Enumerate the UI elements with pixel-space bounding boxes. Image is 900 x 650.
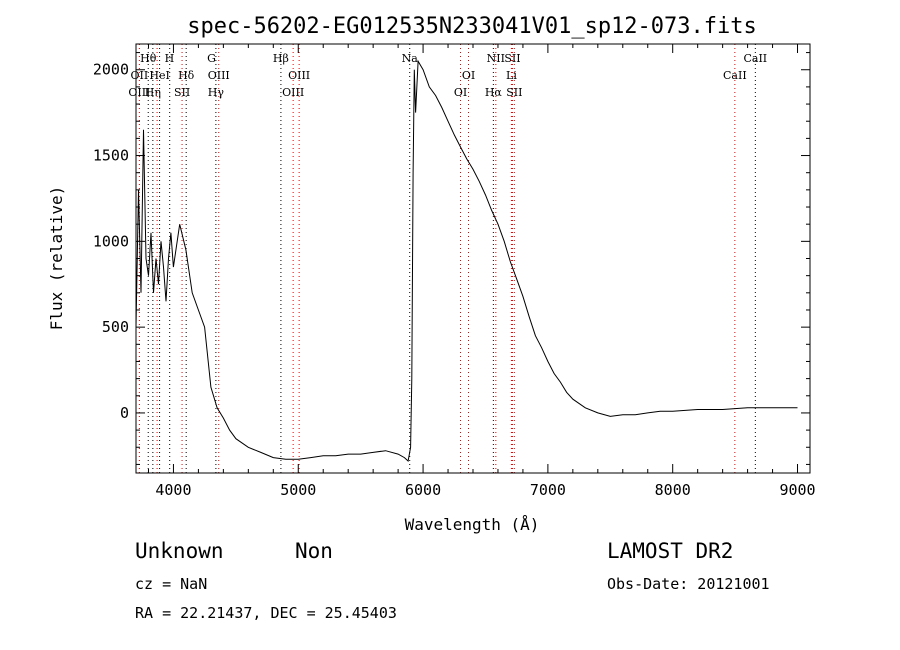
x-tick-label: 5000 bbox=[280, 481, 316, 499]
coordinates-label: RA = 22.21437, DEC = 25.45403 bbox=[135, 604, 397, 622]
line-id-label: OI bbox=[462, 69, 475, 82]
x-tick-label: 7000 bbox=[530, 481, 566, 499]
line-id-label: Hα bbox=[485, 86, 503, 99]
x-tick-label: 9000 bbox=[779, 481, 815, 499]
line-id-label: Hη bbox=[145, 86, 161, 99]
line-id-label: HeI bbox=[149, 69, 169, 82]
y-tick-label: 500 bbox=[102, 318, 129, 336]
line-id-label: SII bbox=[504, 52, 520, 65]
plot-frame bbox=[135, 43, 811, 474]
x-tick-label: 6000 bbox=[405, 481, 441, 499]
chart-title: spec-56202-EG012535N233041V01_sp12-073.f… bbox=[187, 14, 757, 39]
x-tick-label: 4000 bbox=[155, 481, 191, 499]
line-id-label: OIII bbox=[128, 86, 150, 99]
line-id-label: CaII bbox=[723, 69, 747, 82]
obs-date-label: Obs-Date: 20121001 bbox=[607, 575, 770, 593]
line-id-label: OIII bbox=[282, 86, 304, 99]
y-tick-label: 2000 bbox=[93, 61, 129, 79]
y-tick-label: 1000 bbox=[93, 232, 129, 250]
line-id-label: Hδ bbox=[178, 69, 195, 82]
line-id-label: SII bbox=[506, 86, 522, 99]
y-tick-label: 0 bbox=[120, 404, 129, 422]
line-id-label: Hγ bbox=[208, 86, 225, 99]
line-id-label: Li bbox=[506, 69, 517, 82]
spectrum-line bbox=[135, 59, 798, 462]
y-axis-label: Flux (relative) bbox=[47, 186, 66, 331]
subclass-label: Non bbox=[295, 539, 333, 563]
y-tick-label: 1500 bbox=[93, 147, 129, 165]
line-id-label: H bbox=[165, 52, 175, 65]
x-axis-label: Wavelength (Å) bbox=[405, 515, 540, 534]
x-tick-label: 8000 bbox=[655, 481, 691, 499]
line-id-label: NII bbox=[487, 52, 505, 65]
line-id-label: OIII bbox=[288, 69, 310, 82]
class-label: Unknown bbox=[135, 539, 224, 563]
line-id-label: G bbox=[207, 52, 216, 65]
line-id-label: OII bbox=[131, 69, 149, 82]
line-id-label: OIII bbox=[208, 69, 230, 82]
line-id-label: Hβ bbox=[273, 52, 289, 65]
survey-label: LAMOST DR2 bbox=[607, 539, 734, 563]
redshift-label: cz = NaN bbox=[135, 575, 208, 593]
line-id-label: CaII bbox=[743, 52, 767, 65]
line-id-label: OI bbox=[454, 86, 467, 99]
line-id-label: SII bbox=[174, 86, 190, 99]
line-id-label: Hθ bbox=[140, 52, 157, 65]
line-id-label: Na bbox=[402, 52, 419, 65]
